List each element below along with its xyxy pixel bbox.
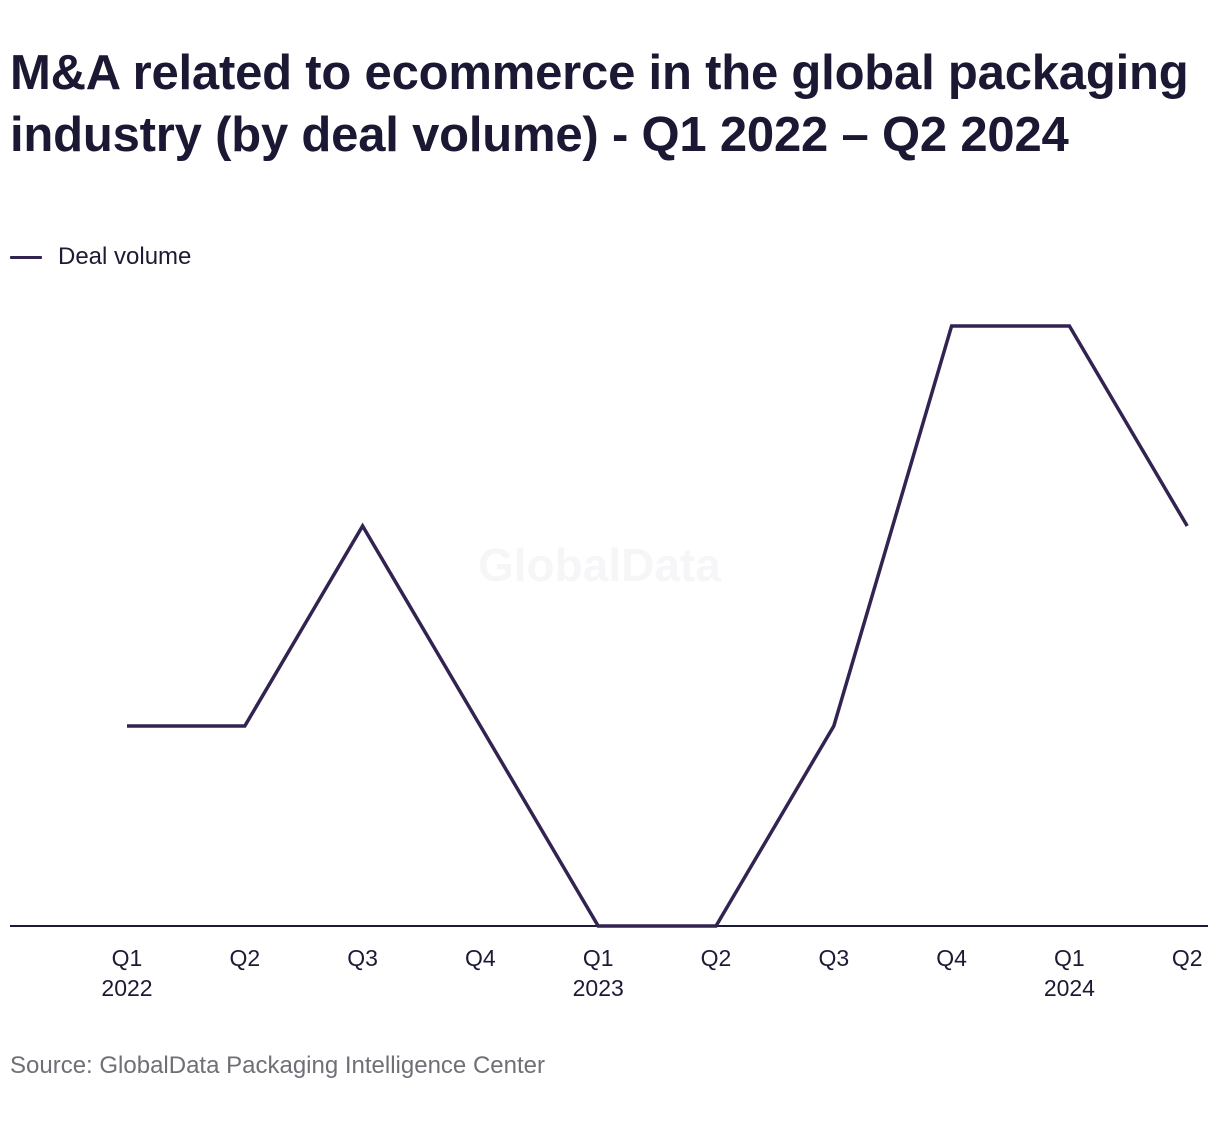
x-tick-label: Q1 bbox=[112, 945, 143, 971]
x-tick-label: Q1 bbox=[1054, 945, 1085, 971]
x-tick-year-label: 2022 bbox=[101, 975, 152, 1001]
data-point bbox=[830, 722, 838, 730]
data-point bbox=[241, 722, 249, 730]
series-line-deal-volume bbox=[127, 324, 1189, 928]
legend-line-swatch bbox=[10, 255, 42, 259]
data-point bbox=[1065, 322, 1073, 330]
legend: Deal volume bbox=[10, 240, 191, 274]
x-tick-label: Q4 bbox=[936, 945, 967, 971]
source-note: Source: GlobalData Packaging Intelligenc… bbox=[10, 1052, 545, 1079]
legend-label-deal-volume: Deal volume bbox=[58, 243, 192, 270]
x-tick-label: Q2 bbox=[229, 945, 260, 971]
x-tick-label: Q2 bbox=[701, 945, 732, 971]
x-tick-label: Q3 bbox=[347, 945, 378, 971]
x-tick-label: Q3 bbox=[818, 945, 849, 971]
watermark-logo: GlobalData bbox=[478, 539, 721, 591]
data-point bbox=[712, 922, 720, 930]
data-point bbox=[1183, 522, 1191, 530]
x-tick-label: Q1 bbox=[583, 945, 614, 971]
data-point bbox=[359, 522, 367, 530]
data-point bbox=[594, 922, 602, 930]
data-point bbox=[948, 322, 956, 330]
data-point bbox=[476, 722, 484, 730]
x-tick-label: Q4 bbox=[465, 945, 496, 971]
x-tick-year-label: 2024 bbox=[1044, 975, 1095, 1001]
chart-title: M&A related to ecommerce in the global p… bbox=[10, 46, 1189, 162]
x-tick-label: Q2 bbox=[1172, 945, 1203, 971]
data-point bbox=[123, 722, 131, 730]
x-tick-year-label: 2023 bbox=[573, 975, 624, 1001]
